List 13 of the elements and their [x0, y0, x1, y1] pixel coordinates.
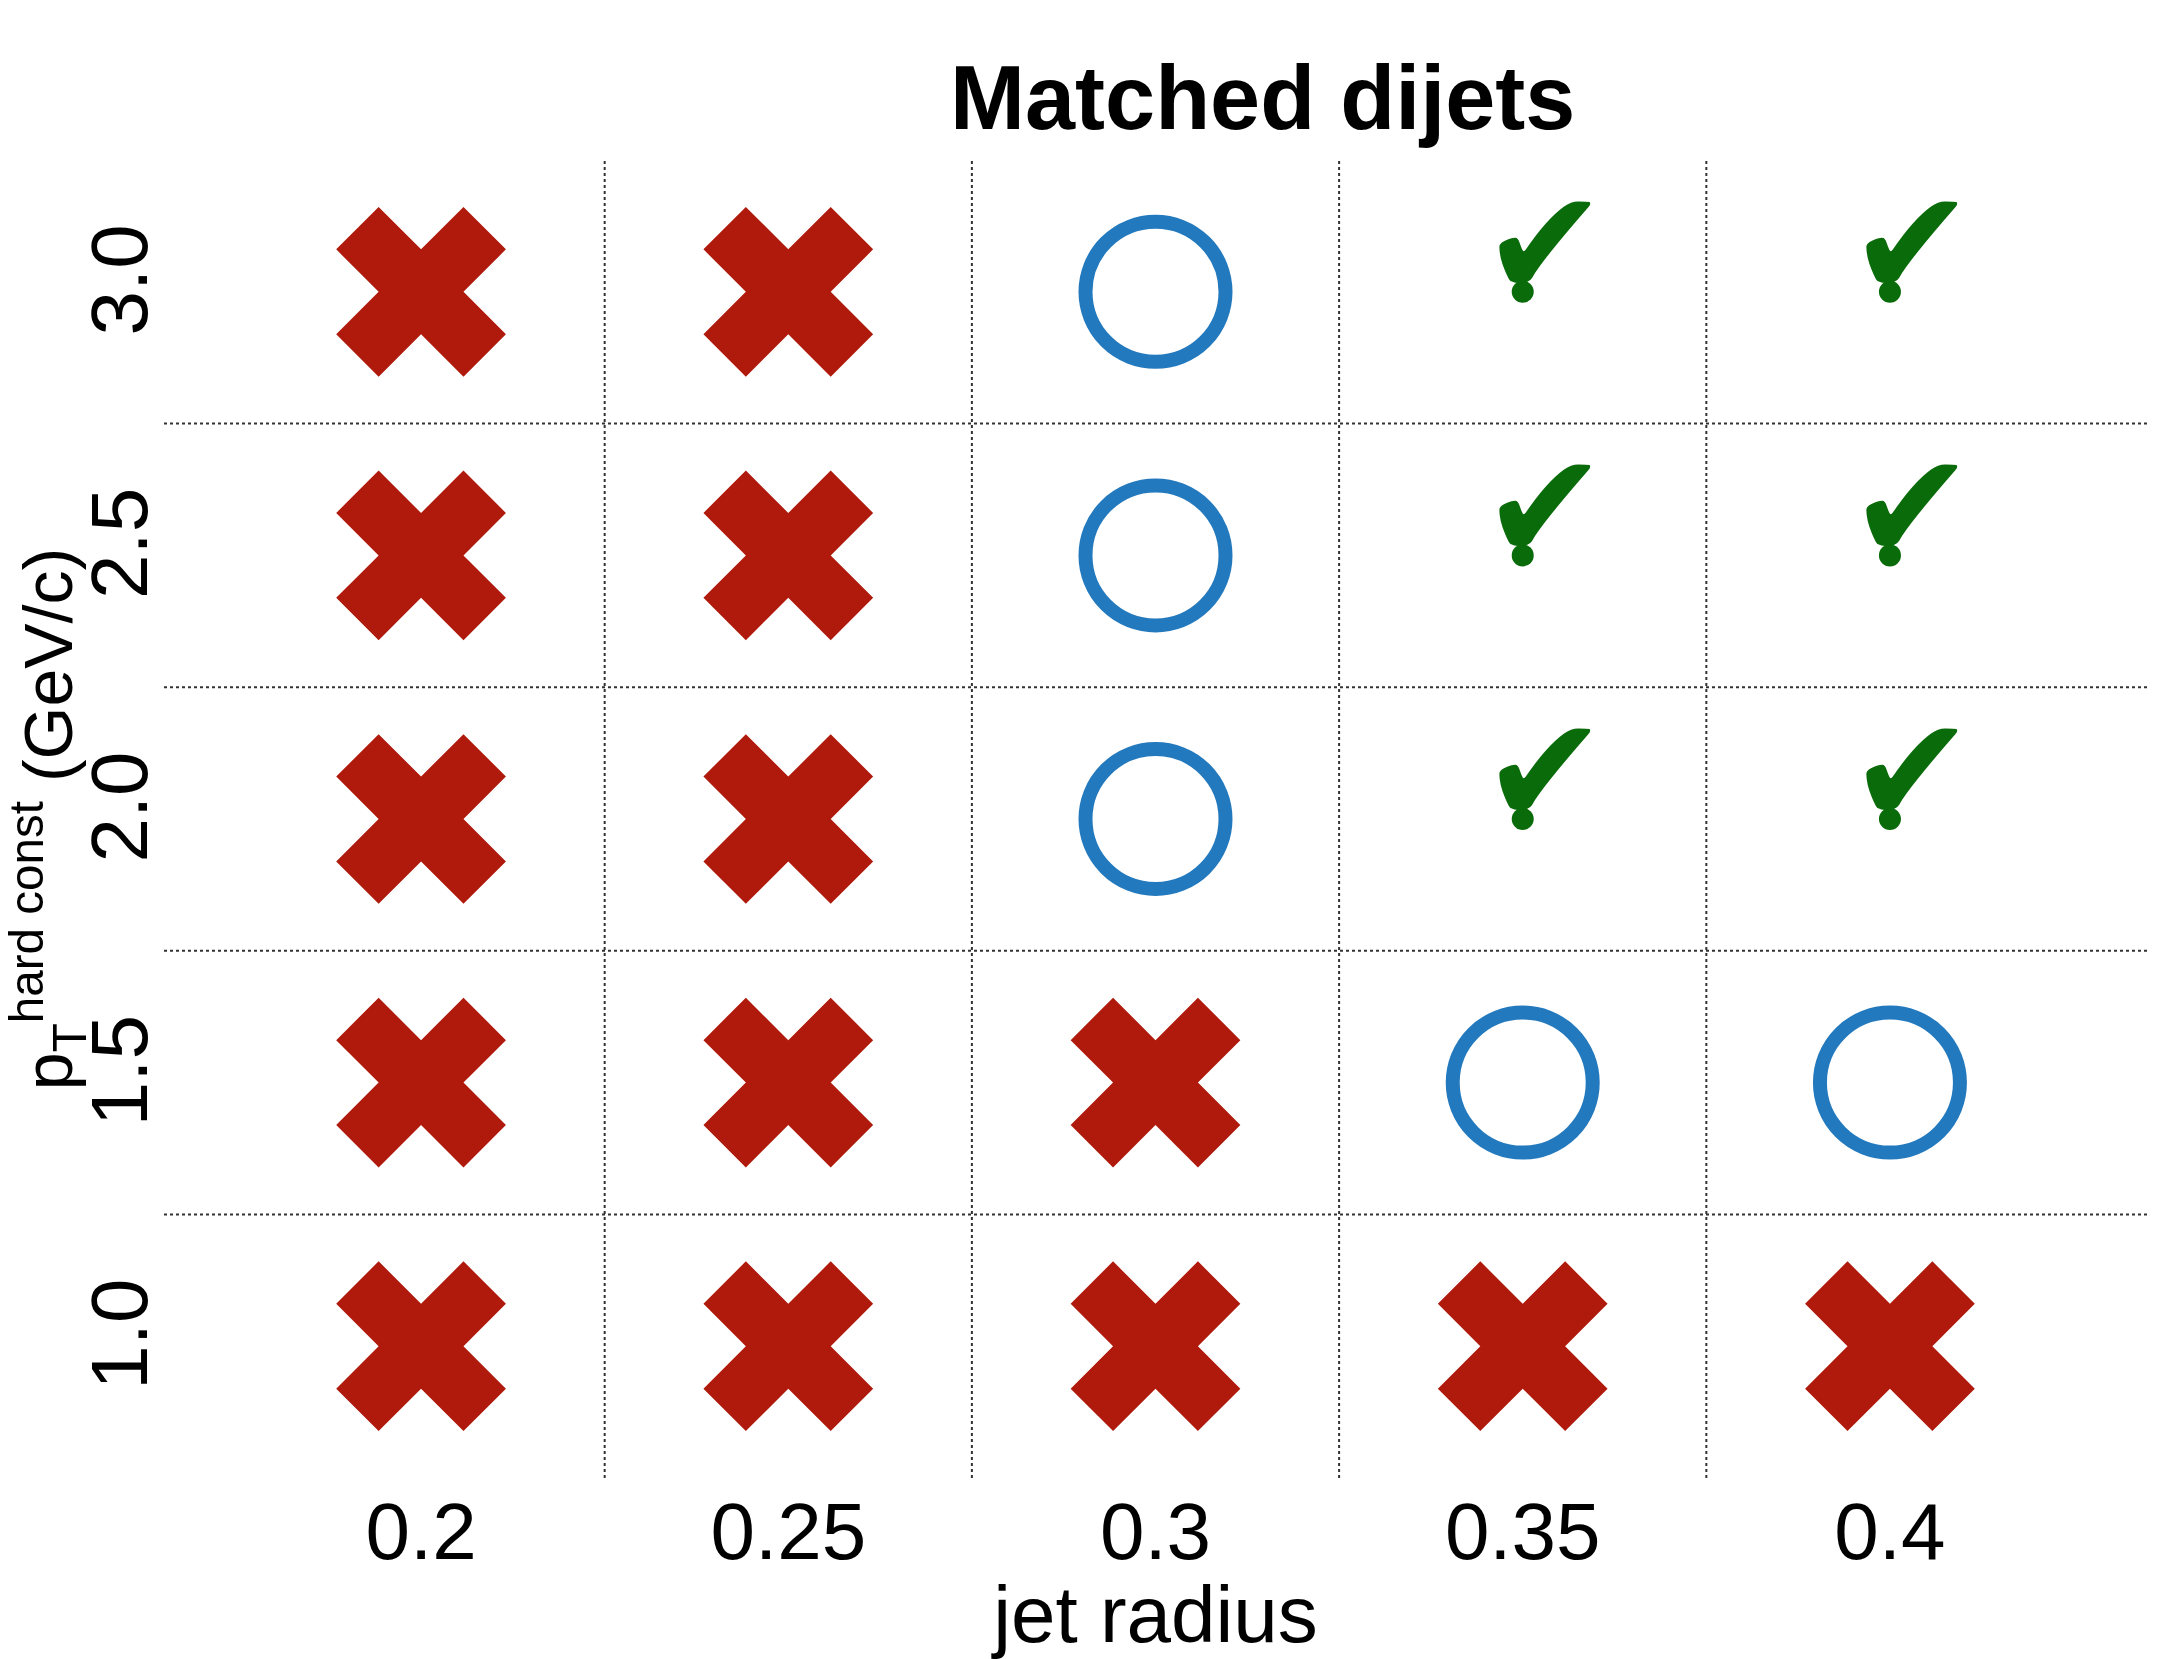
data-label: ✔ — [1482, 684, 1608, 858]
data-label: ✔ — [1849, 157, 1975, 331]
x-tick-label: 0.25 — [710, 1487, 867, 1576]
y-tick-label: 1.0 — [75, 1278, 164, 1390]
y-tick-label: 3.0 — [75, 224, 164, 336]
data-label: ✔ — [1482, 157, 1608, 331]
data-label: ✔ — [1849, 420, 1975, 594]
x-tick-label: 0.35 — [1444, 1487, 1601, 1576]
data-label: ✔ — [1849, 684, 1975, 858]
x-tick-label: 0.2 — [365, 1487, 477, 1576]
x-tick-label: 0.4 — [1834, 1487, 1946, 1576]
data-label: ✔ — [1482, 420, 1608, 594]
chart-title: Matched dijets — [950, 48, 1576, 149]
